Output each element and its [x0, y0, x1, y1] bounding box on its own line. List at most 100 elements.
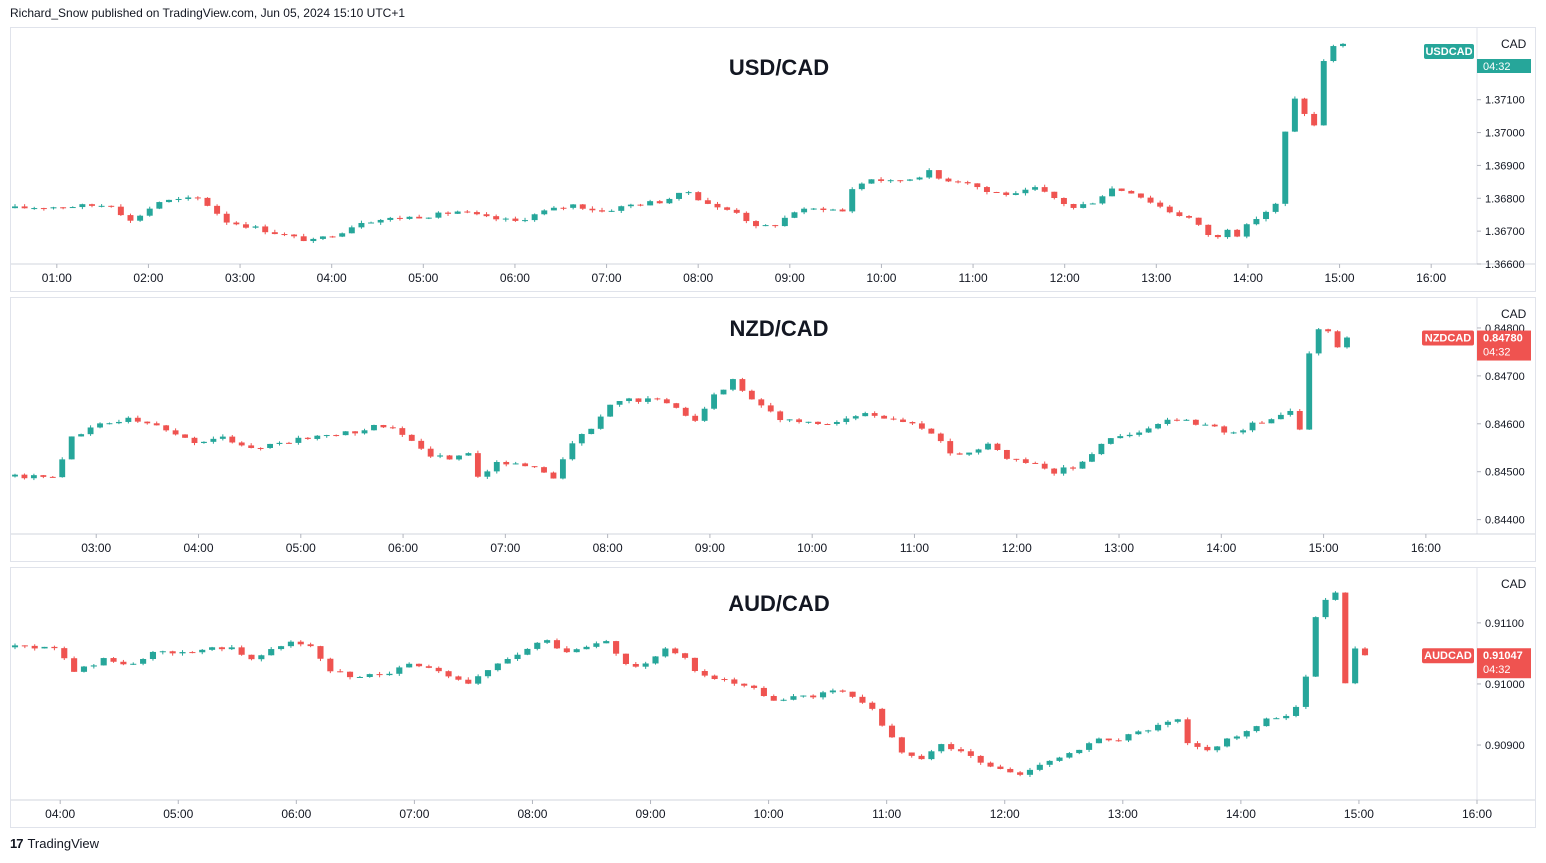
candle-up [833, 421, 840, 425]
candle-up [1306, 353, 1313, 430]
last-price-label: 0.84780 [1483, 333, 1523, 345]
candle-down [233, 222, 240, 225]
y-tick-label: 1.37100 [1485, 95, 1525, 107]
candle-down [218, 647, 225, 650]
candle-up [868, 179, 875, 184]
candle-down [1115, 740, 1122, 742]
candle-up [319, 236, 326, 239]
candle-up [1263, 211, 1269, 220]
chart-title: USD/CAD [729, 55, 829, 80]
nzdcad-chart[interactable]: CAD0.848000.847000.846000.845000.8440003… [11, 298, 1535, 561]
candle-down [743, 212, 750, 222]
candle-down [380, 425, 387, 428]
x-tick-label: 15:00 [1344, 807, 1374, 821]
candle-down [1013, 458, 1020, 460]
candle-up [852, 416, 859, 419]
candle-up [130, 663, 137, 665]
candle-down [750, 685, 758, 688]
candle-up [1155, 724, 1162, 731]
audcad-chart-panel[interactable]: CAD 0.91100 0.91000 0.90900 04:00 05:00 06:00 0… [10, 567, 1536, 828]
candle-down [656, 201, 663, 204]
y-tick-label: 0.84700 [1485, 371, 1525, 383]
y-tick-label: 1.36600 [1485, 259, 1525, 271]
audcad-chart[interactable]: CAD 0.91100 0.91000 0.90900 04:00 05:00 06:00 0… [11, 568, 1535, 827]
currency-label[interactable]: CAD [1501, 37, 1527, 51]
nzdcad-chart-panel[interactable]: CAD 0.84800 0.84700 0.84600 0.84500 0.84400 03… [10, 297, 1536, 562]
candle-up [69, 207, 76, 209]
x-tick-label: 06:00 [500, 271, 530, 285]
candle-down [948, 744, 955, 750]
x-tick-label: 08:00 [517, 807, 547, 821]
candle-up [484, 471, 491, 477]
candle-up [1107, 438, 1114, 444]
candle-down [1259, 422, 1265, 424]
candle-up [156, 202, 163, 209]
candle-up [531, 214, 538, 221]
x-tick-label: 11:00 [958, 271, 987, 285]
x-tick-label: 12:00 [1002, 541, 1032, 555]
candle-down [89, 204, 95, 206]
candle-down [1041, 463, 1048, 469]
candle-up [597, 416, 604, 429]
candle-up [780, 699, 787, 701]
candle-up [858, 183, 865, 190]
candle-down [153, 423, 160, 426]
candle-down [871, 413, 878, 416]
candle-down [967, 751, 974, 756]
usdcad-chart[interactable]: CAD1.372001.371001.370001.369001.368001.… [11, 28, 1535, 291]
candle-up [627, 204, 634, 207]
candle-up [387, 217, 394, 220]
candle-down [61, 648, 68, 659]
symbol-tag-label: NZDCAD [1425, 333, 1471, 345]
candle-up [608, 210, 615, 212]
usdcad-chart-panel[interactable]: CAD1.372001.371001.370001.369001.368001.… [10, 27, 1536, 292]
x-tick-label: 16:00 [1411, 541, 1441, 555]
candle-down [1194, 743, 1201, 747]
candle-down [695, 192, 702, 201]
candle-down [1041, 187, 1048, 192]
x-tick-label: 16:00 [1462, 807, 1492, 821]
candle-up [647, 201, 654, 206]
candle-up [59, 459, 66, 478]
currency-label[interactable]: CAD [1501, 307, 1527, 321]
candle-up [720, 389, 727, 395]
candle-up [534, 642, 541, 649]
candle-up [493, 462, 500, 472]
candle-up [90, 665, 97, 667]
candle-up [1230, 432, 1237, 434]
candle-down [760, 687, 767, 697]
symbol-tag-label: USDCAD [1425, 46, 1472, 58]
candle-up [165, 199, 172, 203]
candle-up [30, 475, 37, 479]
candle-down [711, 675, 718, 680]
candle-down [352, 431, 359, 434]
candle-up [1136, 432, 1143, 435]
candle-up [50, 207, 57, 209]
x-tick-label: 13:00 [1104, 541, 1134, 555]
candle-up [762, 225, 769, 227]
candle-down [1195, 217, 1202, 225]
candle-down [483, 214, 490, 217]
candle-up [1249, 422, 1256, 431]
candle-down [909, 422, 916, 424]
candle-up [140, 659, 147, 664]
candle-down [49, 476, 56, 478]
candle-up [201, 441, 207, 444]
candle-up [1243, 731, 1250, 737]
candle-down [739, 379, 746, 391]
x-tick-label: 03:00 [81, 541, 111, 555]
candle-down [673, 403, 680, 408]
candle-down [329, 236, 336, 238]
candle-down [1211, 424, 1218, 427]
tradingview-footer[interactable]: 17 TradingView [10, 836, 99, 851]
candle-up [1117, 436, 1124, 439]
candle-down [248, 654, 255, 660]
candle-up [616, 401, 623, 405]
x-tick-label: 07:00 [490, 541, 520, 555]
y-tick-label: 0.84500 [1485, 467, 1525, 479]
candle-up [97, 423, 103, 428]
currency-label[interactable]: CAD [1501, 577, 1527, 591]
candle-down [262, 226, 269, 233]
candle-up [810, 208, 817, 210]
countdown-label: 04:32 [1483, 347, 1511, 359]
